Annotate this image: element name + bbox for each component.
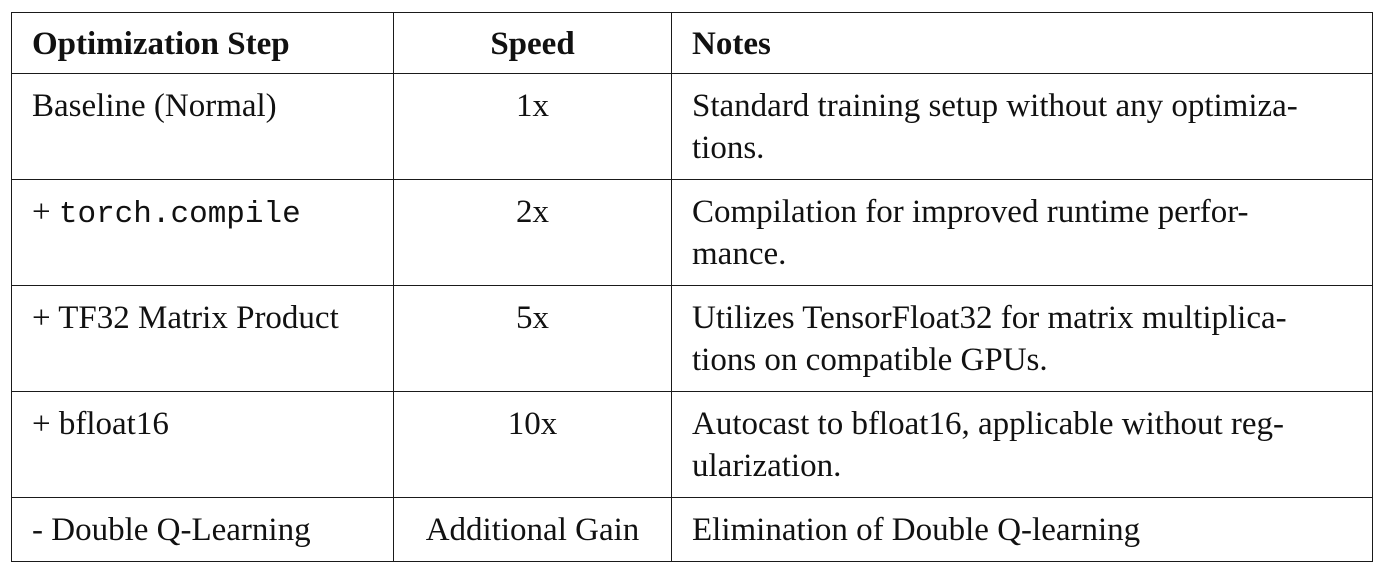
table-row: + torch.compile 2x Compilation for impro…: [11, 179, 1373, 286]
header-optimization-step: Optimization Step: [11, 12, 394, 74]
optimization-table: Optimization Step Speed Notes Baseline (…: [11, 12, 1373, 562]
notes-text: Utilizes TensorFloat32 for matrix multip…: [692, 300, 1287, 378]
cell-step: + TF32 Matrix Product: [11, 285, 394, 392]
notes-text: Elimination of Double Q-learning: [692, 512, 1141, 548]
cell-step: + torch.compile: [11, 179, 394, 286]
header-notes: Notes: [671, 12, 1373, 74]
cell-speed: 1x: [393, 73, 672, 180]
cell-notes: Autocast to bfloat16, applicable without…: [671, 391, 1373, 498]
cell-notes: Compilation for improved runtime perfor-…: [671, 179, 1373, 286]
cell-notes: Standard training setup without any opti…: [671, 73, 1373, 180]
notes-text: Autocast to bfloat16, applicable without…: [692, 406, 1285, 484]
table-row: + bfloat16 10x Autocast to bfloat16, app…: [11, 391, 1373, 498]
cell-speed: 5x: [393, 285, 672, 392]
cell-step: Baseline (Normal): [11, 73, 394, 180]
cell-speed: Additional Gain: [393, 497, 672, 562]
table-row: + TF32 Matrix Product 5x Utilizes Tensor…: [11, 285, 1373, 392]
table-row: - Double Q-Learning Additional Gain Elim…: [11, 497, 1373, 562]
notes-text: Compilation for improved runtime perfor-…: [692, 194, 1249, 272]
cell-step: + bfloat16: [11, 391, 394, 498]
cell-speed: 10x: [393, 391, 672, 498]
header-speed: Speed: [393, 12, 672, 74]
header-row: Optimization Step Speed Notes: [11, 12, 1373, 74]
table-row: Baseline (Normal) 1x Standard training s…: [11, 73, 1373, 180]
step-prefix: +: [32, 194, 59, 230]
cell-notes: Elimination of Double Q-learning: [671, 497, 1373, 562]
cell-notes: Utilizes TensorFloat32 for matrix multip…: [671, 285, 1373, 392]
cell-step: - Double Q-Learning: [11, 497, 394, 562]
cell-speed: 2x: [393, 179, 672, 286]
table-body: Baseline (Normal) 1x Standard training s…: [11, 73, 1373, 562]
step-code: torch.compile: [58, 197, 301, 232]
notes-text: Standard training setup without any opti…: [692, 88, 1298, 166]
table-header: Optimization Step Speed Notes: [11, 12, 1373, 74]
